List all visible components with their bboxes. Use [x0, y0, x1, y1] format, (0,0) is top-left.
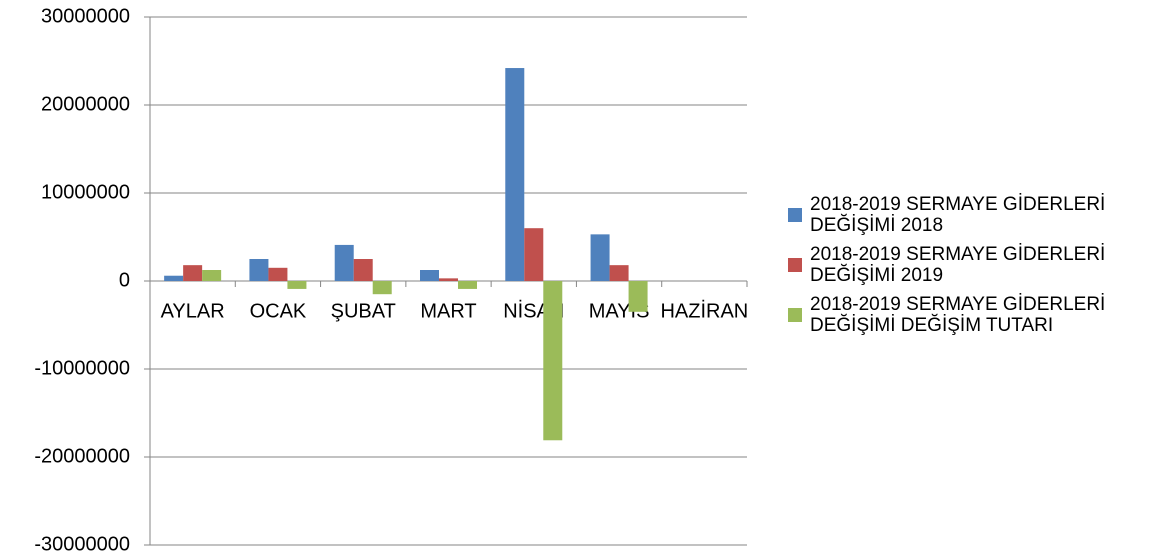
x-tick-label: AYLAR — [161, 300, 225, 322]
legend-item: 2018-2019 SERMAYE GİDERLERİ DEĞİŞİMİ 201… — [788, 194, 1153, 236]
legend: 2018-2019 SERMAYE GİDERLERİ DEĞİŞİMİ 201… — [788, 194, 1153, 344]
chart: -30000000 -20000000 -10000000 0 10000000 2000… — [34, 5, 748, 555]
bar — [439, 278, 458, 281]
bar — [524, 228, 544, 281]
bar — [543, 281, 563, 441]
bar — [628, 281, 648, 312]
bar — [334, 244, 354, 281]
legend-label: 2018-2019 SERMAYE GİDERLERİ DEĞİŞİMİ DEĞ… — [810, 294, 1106, 336]
legend-item: 2018-2019 SERMAYE GİDERLERİ DEĞİŞİMİ 201… — [788, 244, 1153, 286]
bar — [202, 270, 222, 281]
bar — [353, 259, 373, 281]
legend-item: 2018-2019 SERMAYE GİDERLERİ DEĞİŞİMİ DEĞ… — [788, 294, 1153, 336]
y-tick-label: -30000000 — [34, 533, 130, 555]
legend-swatch — [788, 208, 802, 222]
bar — [609, 265, 629, 281]
bar — [268, 267, 288, 281]
x-tick-label: HAZİRAN — [660, 299, 748, 322]
legend-label: 2018-2019 SERMAYE GİDERLERİ DEĞİŞİMİ 201… — [810, 244, 1106, 286]
bar — [590, 234, 610, 281]
y-tick-label: 0 — [119, 269, 130, 291]
bar — [287, 281, 307, 289]
bar — [505, 68, 525, 281]
bar — [458, 281, 477, 289]
legend-swatch — [788, 308, 802, 322]
legend-swatch — [788, 258, 802, 272]
bar — [183, 265, 203, 281]
y-tick-label: 30000000 — [41, 5, 130, 27]
bar — [249, 259, 269, 281]
x-tick-label: ŞUBAT — [331, 300, 396, 322]
bar — [372, 281, 392, 295]
y-tick-label: 20000000 — [41, 93, 130, 115]
bar — [164, 275, 184, 281]
y-tick-label: 10000000 — [41, 181, 130, 203]
y-tick-label: -10000000 — [34, 357, 130, 379]
bar — [420, 270, 439, 281]
x-tick-label: OCAK — [250, 300, 307, 322]
y-tick-label: -20000000 — [34, 445, 130, 467]
legend-label: 2018-2019 SERMAYE GİDERLERİ DEĞİŞİMİ 201… — [810, 194, 1106, 236]
x-tick-label: MART — [420, 300, 476, 322]
